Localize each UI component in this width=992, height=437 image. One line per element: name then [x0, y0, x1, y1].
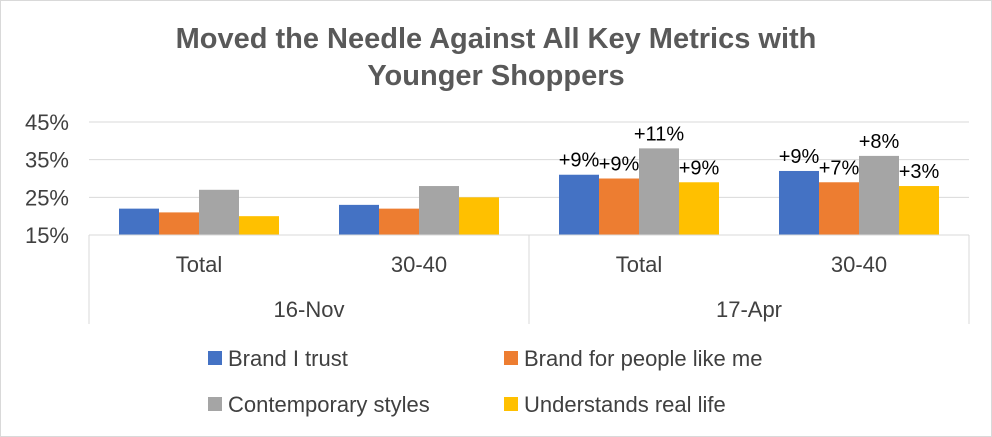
legend: Brand I trust Brand for people like me Con…: [208, 346, 762, 417]
y-tick-label: 15%: [25, 223, 69, 248]
data-labels: +9% +9%+9% +7%+11% +8%+9% +3%: [559, 123, 940, 183]
legend-swatch: [504, 351, 518, 365]
data-label: +9%: [559, 150, 600, 172]
bar: [639, 148, 679, 235]
bar: [159, 212, 199, 235]
bar: [819, 182, 859, 235]
bar: [459, 197, 499, 235]
legend-swatch: [208, 397, 222, 411]
chart-title-line-2: Younger Shoppers: [367, 60, 624, 92]
bar: [899, 186, 939, 235]
legend-swatch: [504, 397, 518, 411]
data-label: +9%: [779, 146, 820, 168]
x-group-label: 16-Nov: [274, 297, 345, 322]
bar: [779, 170, 819, 235]
bars: [119, 148, 939, 235]
data-label: +3%: [899, 161, 940, 183]
bar: [199, 189, 239, 235]
x-group-label: 17-Apr: [716, 297, 782, 322]
data-label: +9%: [599, 154, 640, 176]
bar: [239, 216, 279, 235]
legend-label: Brand for people like me: [524, 346, 762, 371]
y-tick-label: 25%: [25, 185, 69, 210]
legend-swatch: [208, 351, 222, 365]
x-axis: Total 30-40 Total 30-40 16-Nov 17-Apr: [88, 234, 970, 324]
data-label: +11%: [634, 123, 684, 145]
x-category-label: 30-40: [831, 252, 887, 277]
y-axis-ticks: 15% 25% 35% 45%: [25, 110, 69, 248]
bar: [119, 208, 159, 235]
y-tick-label: 45%: [25, 110, 69, 135]
bar: [379, 208, 419, 235]
legend-label: Brand I trust: [228, 346, 348, 371]
x-category-label: Total: [176, 252, 222, 277]
bar: [339, 204, 379, 235]
data-label: +9%: [679, 157, 720, 179]
bar: [679, 182, 719, 235]
data-label: +7%: [819, 157, 860, 179]
bar: [859, 155, 899, 235]
x-category-label: 30-40: [391, 252, 447, 277]
x-category-label: Total: [616, 252, 662, 277]
legend-label: Understands real life: [524, 392, 726, 417]
bar: [559, 174, 599, 235]
bar: [419, 186, 459, 235]
data-label: +8%: [859, 131, 900, 153]
chart-title-line-1: Moved the Needle Against All Key Metrics…: [176, 23, 817, 55]
bar: [599, 178, 639, 235]
y-tick-label: 35%: [25, 148, 69, 173]
legend-label: Contemporary styles: [228, 392, 430, 417]
